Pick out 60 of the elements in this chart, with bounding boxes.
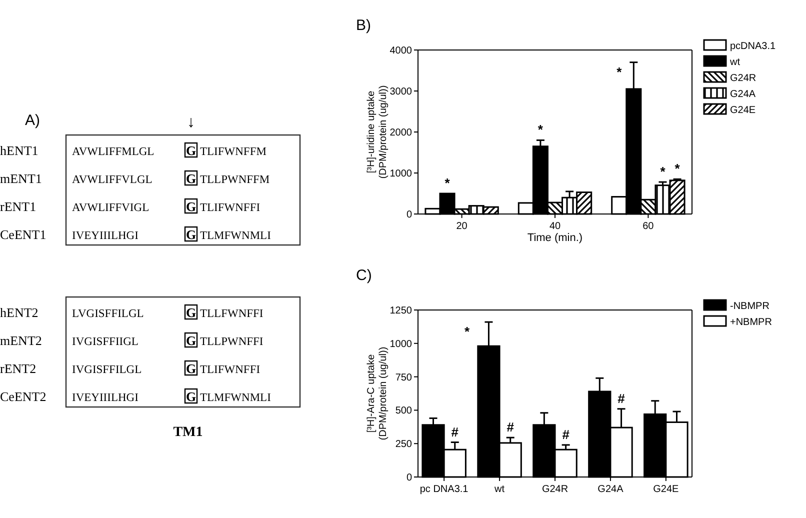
y-tick-label: 1000 bbox=[390, 168, 412, 180]
y-tick-label: 2000 bbox=[390, 128, 412, 138]
annotation: # bbox=[451, 424, 460, 440]
annotation: # bbox=[506, 420, 515, 435]
annotation: * bbox=[674, 161, 681, 176]
legend-label: G24E bbox=[730, 105, 756, 116]
legend-label: -NBMPR bbox=[730, 301, 770, 312]
chart-title: B) bbox=[356, 17, 372, 34]
category-label: CeENT2 bbox=[0, 389, 46, 404]
text: ↓ bbox=[187, 114, 195, 131]
x-tick-label: pc DNA3.1 bbox=[420, 484, 469, 495]
category-label: hENT1 bbox=[0, 143, 38, 158]
y-tick-label: 1000 bbox=[390, 338, 412, 350]
text: TM1 bbox=[173, 425, 203, 440]
category-label: hENT2 bbox=[0, 305, 38, 320]
category-label: rENT1 bbox=[0, 199, 36, 214]
x-tick-label: G24R bbox=[542, 484, 568, 495]
y-tick-label: 500 bbox=[395, 406, 412, 417]
annotation: # bbox=[618, 390, 626, 406]
x-tick-label: wt bbox=[494, 484, 505, 495]
category-label: mENT1 bbox=[0, 171, 42, 186]
y-tick-label: 3000 bbox=[390, 86, 412, 98]
legend-label: G24A bbox=[730, 89, 756, 100]
x-tick-label: G24A bbox=[598, 484, 624, 495]
annotation: * bbox=[538, 122, 544, 138]
y-axis-title: [³H]-uridine uptake (DPM/protein (ug/ul)) bbox=[366, 85, 389, 179]
text: AVWLIFFVIGL G TLIFWNFFI bbox=[72, 199, 260, 214]
chart-title: C) bbox=[356, 267, 372, 284]
text: AVWLIFFMLGL G TLIFWNFFM bbox=[72, 143, 266, 158]
x-tick-label: G24E bbox=[653, 484, 680, 495]
category-label: CeENT1 bbox=[0, 227, 46, 242]
category-label: rENT2 bbox=[0, 361, 36, 376]
text: IVGISFFILGL G TLIFWNFFI bbox=[72, 361, 260, 376]
legend-label: wt bbox=[729, 57, 740, 68]
annotation: * bbox=[464, 324, 471, 340]
legend-label: +NBMPR bbox=[730, 317, 772, 328]
y-tick-label: 0 bbox=[406, 210, 412, 220]
legend-label: pcDNA3.1 bbox=[730, 41, 776, 52]
y-tick-label: 1250 bbox=[390, 306, 412, 316]
legend-label: G24R bbox=[730, 73, 756, 84]
x-axis-title: Time (min.) bbox=[527, 232, 583, 244]
y-tick-label: 250 bbox=[395, 439, 412, 450]
text: LVGISFFILGL G TLLFWNFFI bbox=[72, 305, 264, 320]
text: IVGISFFIIGL G TLLPWNFFI bbox=[72, 333, 264, 348]
x-tick-label: 20 bbox=[456, 221, 468, 232]
annotation: * bbox=[660, 164, 666, 180]
x-tick-label: 60 bbox=[642, 221, 654, 232]
y-tick-label: 750 bbox=[395, 372, 412, 384]
text: IVEYIIILHGI G TLMFWNMLI bbox=[72, 227, 271, 242]
category-label: mENT2 bbox=[0, 333, 42, 348]
x-tick-label: 40 bbox=[549, 221, 561, 232]
text: AVWLIFFVLGL G TLLPWNFFM bbox=[72, 171, 270, 186]
y-tick-label: 4000 bbox=[390, 46, 412, 56]
annotation: * bbox=[616, 64, 623, 80]
y-tick-label: 0 bbox=[406, 472, 412, 484]
text: IVEYIIILHGI G TLMFWNMLI bbox=[72, 389, 271, 404]
y-axis-title: [³H]-Ara-C uptake (DPM/protein (ug/ul)) bbox=[366, 346, 389, 440]
text: A) bbox=[25, 112, 40, 129]
annotation: * bbox=[444, 176, 451, 190]
annotation: # bbox=[562, 426, 570, 442]
